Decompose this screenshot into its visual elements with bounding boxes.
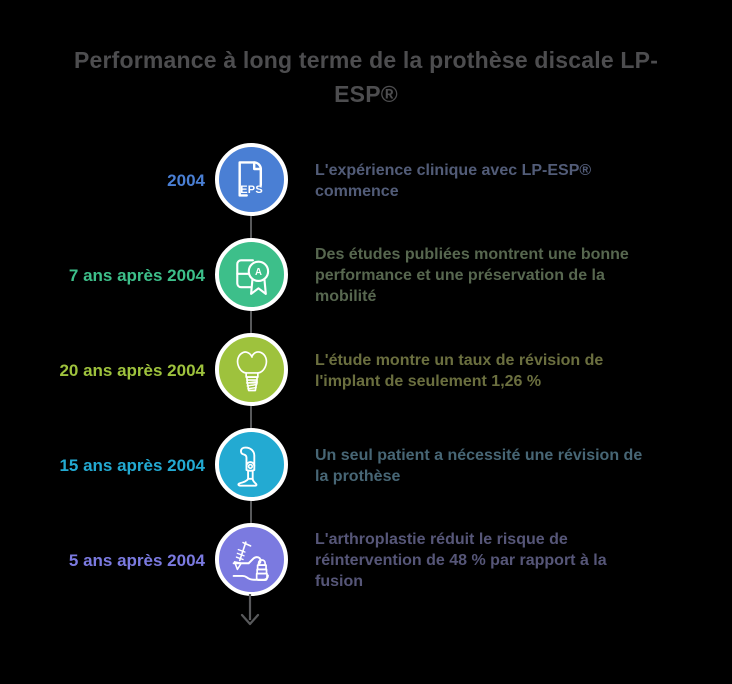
svg-text:A: A: [254, 267, 261, 278]
svg-text:EPS: EPS: [240, 183, 263, 195]
